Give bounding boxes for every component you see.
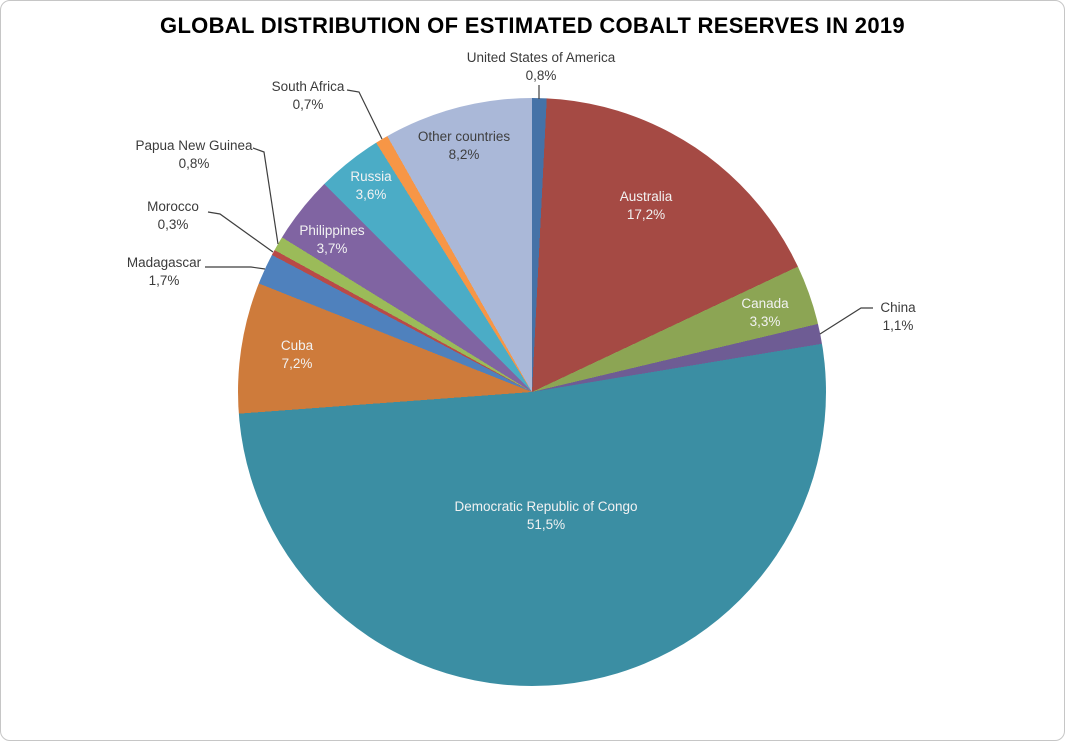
leader-line-south-africa (346, 89, 383, 140)
slice-name: Australia (619, 189, 673, 204)
pie-slice-label-democratic-republic-of-congo: Democratic Republic of Congo 51,5% (454, 498, 637, 534)
slice-name: Russia (350, 169, 392, 184)
pie-slice-label-russia: Russia 3,6% (350, 168, 391, 204)
leader-line-china (819, 307, 873, 335)
leader-line-madagascar (205, 266, 266, 270)
slice-value: 0,8% (525, 68, 557, 83)
pie-slice-label-canada: Canada 3,3% (741, 295, 788, 331)
pie-slice-label-south-africa: South Africa 0,7% (272, 78, 345, 114)
slice-name: South Africa (271, 79, 345, 94)
leader-line-morocco (207, 211, 274, 253)
slice-name: Democratic Republic of Congo (454, 499, 638, 514)
slice-name: Other countries (417, 129, 511, 144)
pie-slice-label-philippines: Philippines 3,7% (299, 222, 364, 258)
slice-name: Morocco (147, 199, 199, 214)
slice-name: China (880, 300, 916, 315)
slice-name: Madagascar (126, 255, 202, 270)
slice-name: Papua New Guinea (135, 138, 253, 153)
slice-value: 7,2% (281, 356, 313, 371)
slice-value: 3,6% (355, 187, 387, 202)
slice-value: 3,7% (316, 241, 348, 256)
slice-name: Philippines (299, 223, 365, 238)
pie-slice-label-morocco: Morocco 0,3% (147, 198, 199, 234)
pie-slice-label-other-countries: Other countries 8,2% (418, 128, 510, 164)
pie-slice-label-cuba: Cuba 7,2% (281, 337, 313, 373)
pie-slice-label-madagascar: Madagascar 1,7% (127, 254, 201, 290)
slice-value: 3,3% (749, 314, 781, 329)
slice-value: 1,1% (882, 318, 914, 333)
slice-value: 0,7% (292, 97, 324, 112)
slice-value: 0,3% (157, 217, 189, 232)
pie-slice-label-china: China 1,1% (880, 299, 915, 335)
chart-title: GLOBAL DISTRIBUTION OF ESTIMATED COBALT … (160, 13, 905, 38)
slice-name: Cuba (280, 338, 314, 353)
pie-chart (238, 98, 826, 686)
slice-value: 17,2% (626, 207, 666, 222)
slice-name: Canada (741, 296, 789, 311)
slice-value: 8,2% (448, 147, 480, 162)
slice-value: 51,5% (526, 517, 566, 532)
pie-slice-label-papua-new-guinea: Papua New Guinea 0,8% (135, 137, 252, 173)
pie-slice-label-australia: Australia 17,2% (620, 188, 673, 224)
leader-line-papua-new-guinea (252, 147, 279, 245)
pie-slice-label-united-states-of-america: United States of America 0,8% (467, 49, 616, 85)
slice-value: 1,7% (148, 273, 180, 288)
slice-name: United States of America (466, 50, 616, 65)
slice-value: 0,8% (178, 156, 210, 171)
